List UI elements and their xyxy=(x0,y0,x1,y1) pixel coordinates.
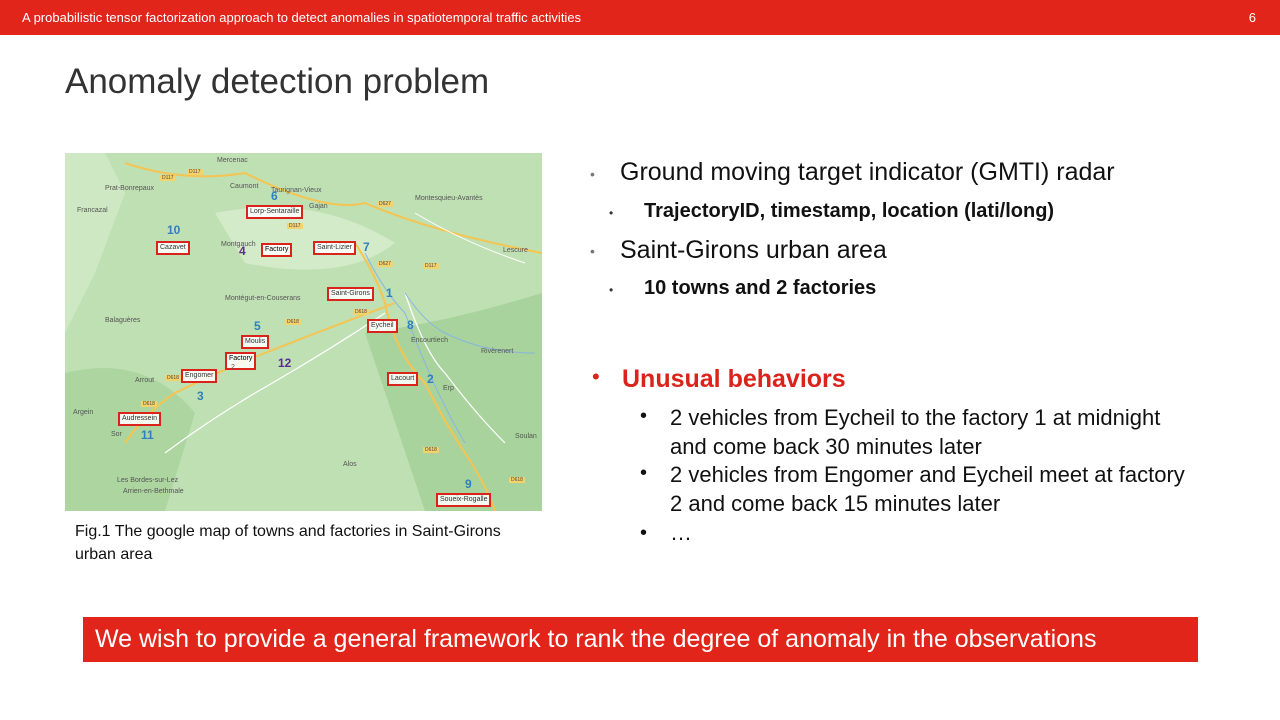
map-image: Mercenac Prat-Bonrepaux Caumont Taurigna… xyxy=(65,153,542,511)
place-label: Montégut-en-Couserans xyxy=(225,295,301,302)
town-marker-audressein: Audressein xyxy=(118,412,162,426)
factory-2-subscript: 2 xyxy=(231,364,235,371)
town-marker-soueix-rogalle: Soueix-Rogalle xyxy=(436,493,492,507)
marker-number: 4 xyxy=(239,244,246,258)
town-marker-saint-girons: Saint-Girons xyxy=(327,287,374,301)
bullet-gmti-sub: TrajectoryID, timestamp, location (lati/… xyxy=(644,200,1055,222)
place-label: Montgauch xyxy=(221,241,256,248)
place-label: Argein xyxy=(73,409,94,416)
town-marker-eycheil: Eycheil xyxy=(367,319,398,333)
figure-caption: Fig.1 The google map of towns and factor… xyxy=(75,523,501,563)
road-label: D117 xyxy=(160,175,176,181)
marker-number: 7 xyxy=(363,240,370,254)
paper-title: A probabilistic tensor factorization app… xyxy=(22,10,582,25)
marker-number: 9 xyxy=(465,477,472,491)
factory-marker-1: Factory xyxy=(261,243,293,257)
factory-marker-2: Factory xyxy=(225,352,257,370)
place-label: Encourtiech xyxy=(411,337,448,344)
place-label: Prat-Bonrepaux xyxy=(105,185,155,192)
place-label: Mercenac xyxy=(217,157,248,164)
place-label: Erp xyxy=(443,385,454,392)
place-label: Balaguères xyxy=(105,317,141,324)
place-label: Gajan xyxy=(309,203,328,210)
place-label: Arrien-en-Bethmale xyxy=(123,488,184,495)
marker-number: 8 xyxy=(407,318,414,332)
place-label: Francazal xyxy=(77,207,108,214)
place-label: Lescure xyxy=(503,247,528,254)
place-label: Montesquieu-Avantès xyxy=(415,195,483,202)
unusual-item: 2 vehicles from Engomer and Eycheil meet… xyxy=(670,462,1185,516)
town-marker-saint-lizier: Saint-Lizier xyxy=(313,241,357,255)
place-label: Soulan xyxy=(515,433,537,440)
marker-number: 5 xyxy=(254,319,261,333)
slide-title: Anomaly detection problem xyxy=(65,62,490,101)
bullet-saint-girons-sub: 10 towns and 2 factories xyxy=(644,277,877,299)
marker-number: 1 xyxy=(386,286,393,300)
bullet-dot: • xyxy=(592,364,600,389)
road-label: D117 xyxy=(287,223,303,229)
marker-number: 3 xyxy=(197,389,204,403)
place-label: Rivèrenert xyxy=(481,348,514,355)
marker-number: 11 xyxy=(141,428,154,442)
marker-number: 2 xyxy=(427,372,434,386)
town-marker-moulis: Moulis xyxy=(241,335,270,349)
page-number: 6 xyxy=(1248,10,1256,25)
town-marker-cazavet: Cazavet xyxy=(156,241,190,255)
place-label: Alos xyxy=(343,461,357,468)
road-label: D117 xyxy=(423,263,439,269)
bullet-dot: • xyxy=(590,166,595,182)
place-label: Sor xyxy=(111,431,122,438)
town-marker-lacourt: Lacourt xyxy=(387,372,419,386)
conclusion-banner: We wish to provide a general framework t… xyxy=(83,617,1198,662)
bullet-dot: • xyxy=(609,206,614,220)
marker-number: 10 xyxy=(167,223,181,237)
road-label: D627 xyxy=(377,201,393,207)
town-marker-lorp-sentaraille: Lorp-Sentaraille xyxy=(246,205,304,219)
bullet-dot: • xyxy=(609,283,614,297)
town-marker-engomer: Engomer xyxy=(181,369,218,383)
place-label: Taurignan-Vieux xyxy=(271,187,322,194)
road-label: D117 xyxy=(187,169,203,175)
map-terrain xyxy=(65,153,542,511)
header-bar: A probabilistic tensor factorization app… xyxy=(0,0,1280,35)
bullet-saint-girons: Saint-Girons urban area xyxy=(620,236,887,264)
unusual-item: 2 vehicles from Eycheil to the factory 1… xyxy=(670,405,1161,459)
marker-number: 6 xyxy=(271,189,278,203)
bullet-dot: • xyxy=(640,405,648,427)
road-label: D618 xyxy=(353,309,369,315)
place-label: Les Bordes-sur-Lez xyxy=(117,477,179,484)
banner-text: We wish to provide a general framework t… xyxy=(95,625,1097,653)
bullet-dot: • xyxy=(590,243,595,259)
road-label: D627 xyxy=(377,261,393,267)
road-label: D618 xyxy=(165,375,181,381)
road-label: D618 xyxy=(423,447,439,453)
bullet-gmti: Ground moving target indicator (GMTI) ra… xyxy=(620,158,1115,186)
place-label: Caumont xyxy=(230,183,259,190)
road-label: D618 xyxy=(285,319,301,325)
unusual-item: … xyxy=(670,520,692,545)
road-label: D618 xyxy=(141,401,157,407)
marker-number: 12 xyxy=(278,356,292,370)
bullet-dot: • xyxy=(640,462,648,484)
bullet-dot: • xyxy=(640,522,648,544)
unusual-behaviors-title: Unusual behaviors xyxy=(622,365,846,393)
place-label: Arrout xyxy=(135,377,155,384)
road-label: D618 xyxy=(509,477,525,483)
